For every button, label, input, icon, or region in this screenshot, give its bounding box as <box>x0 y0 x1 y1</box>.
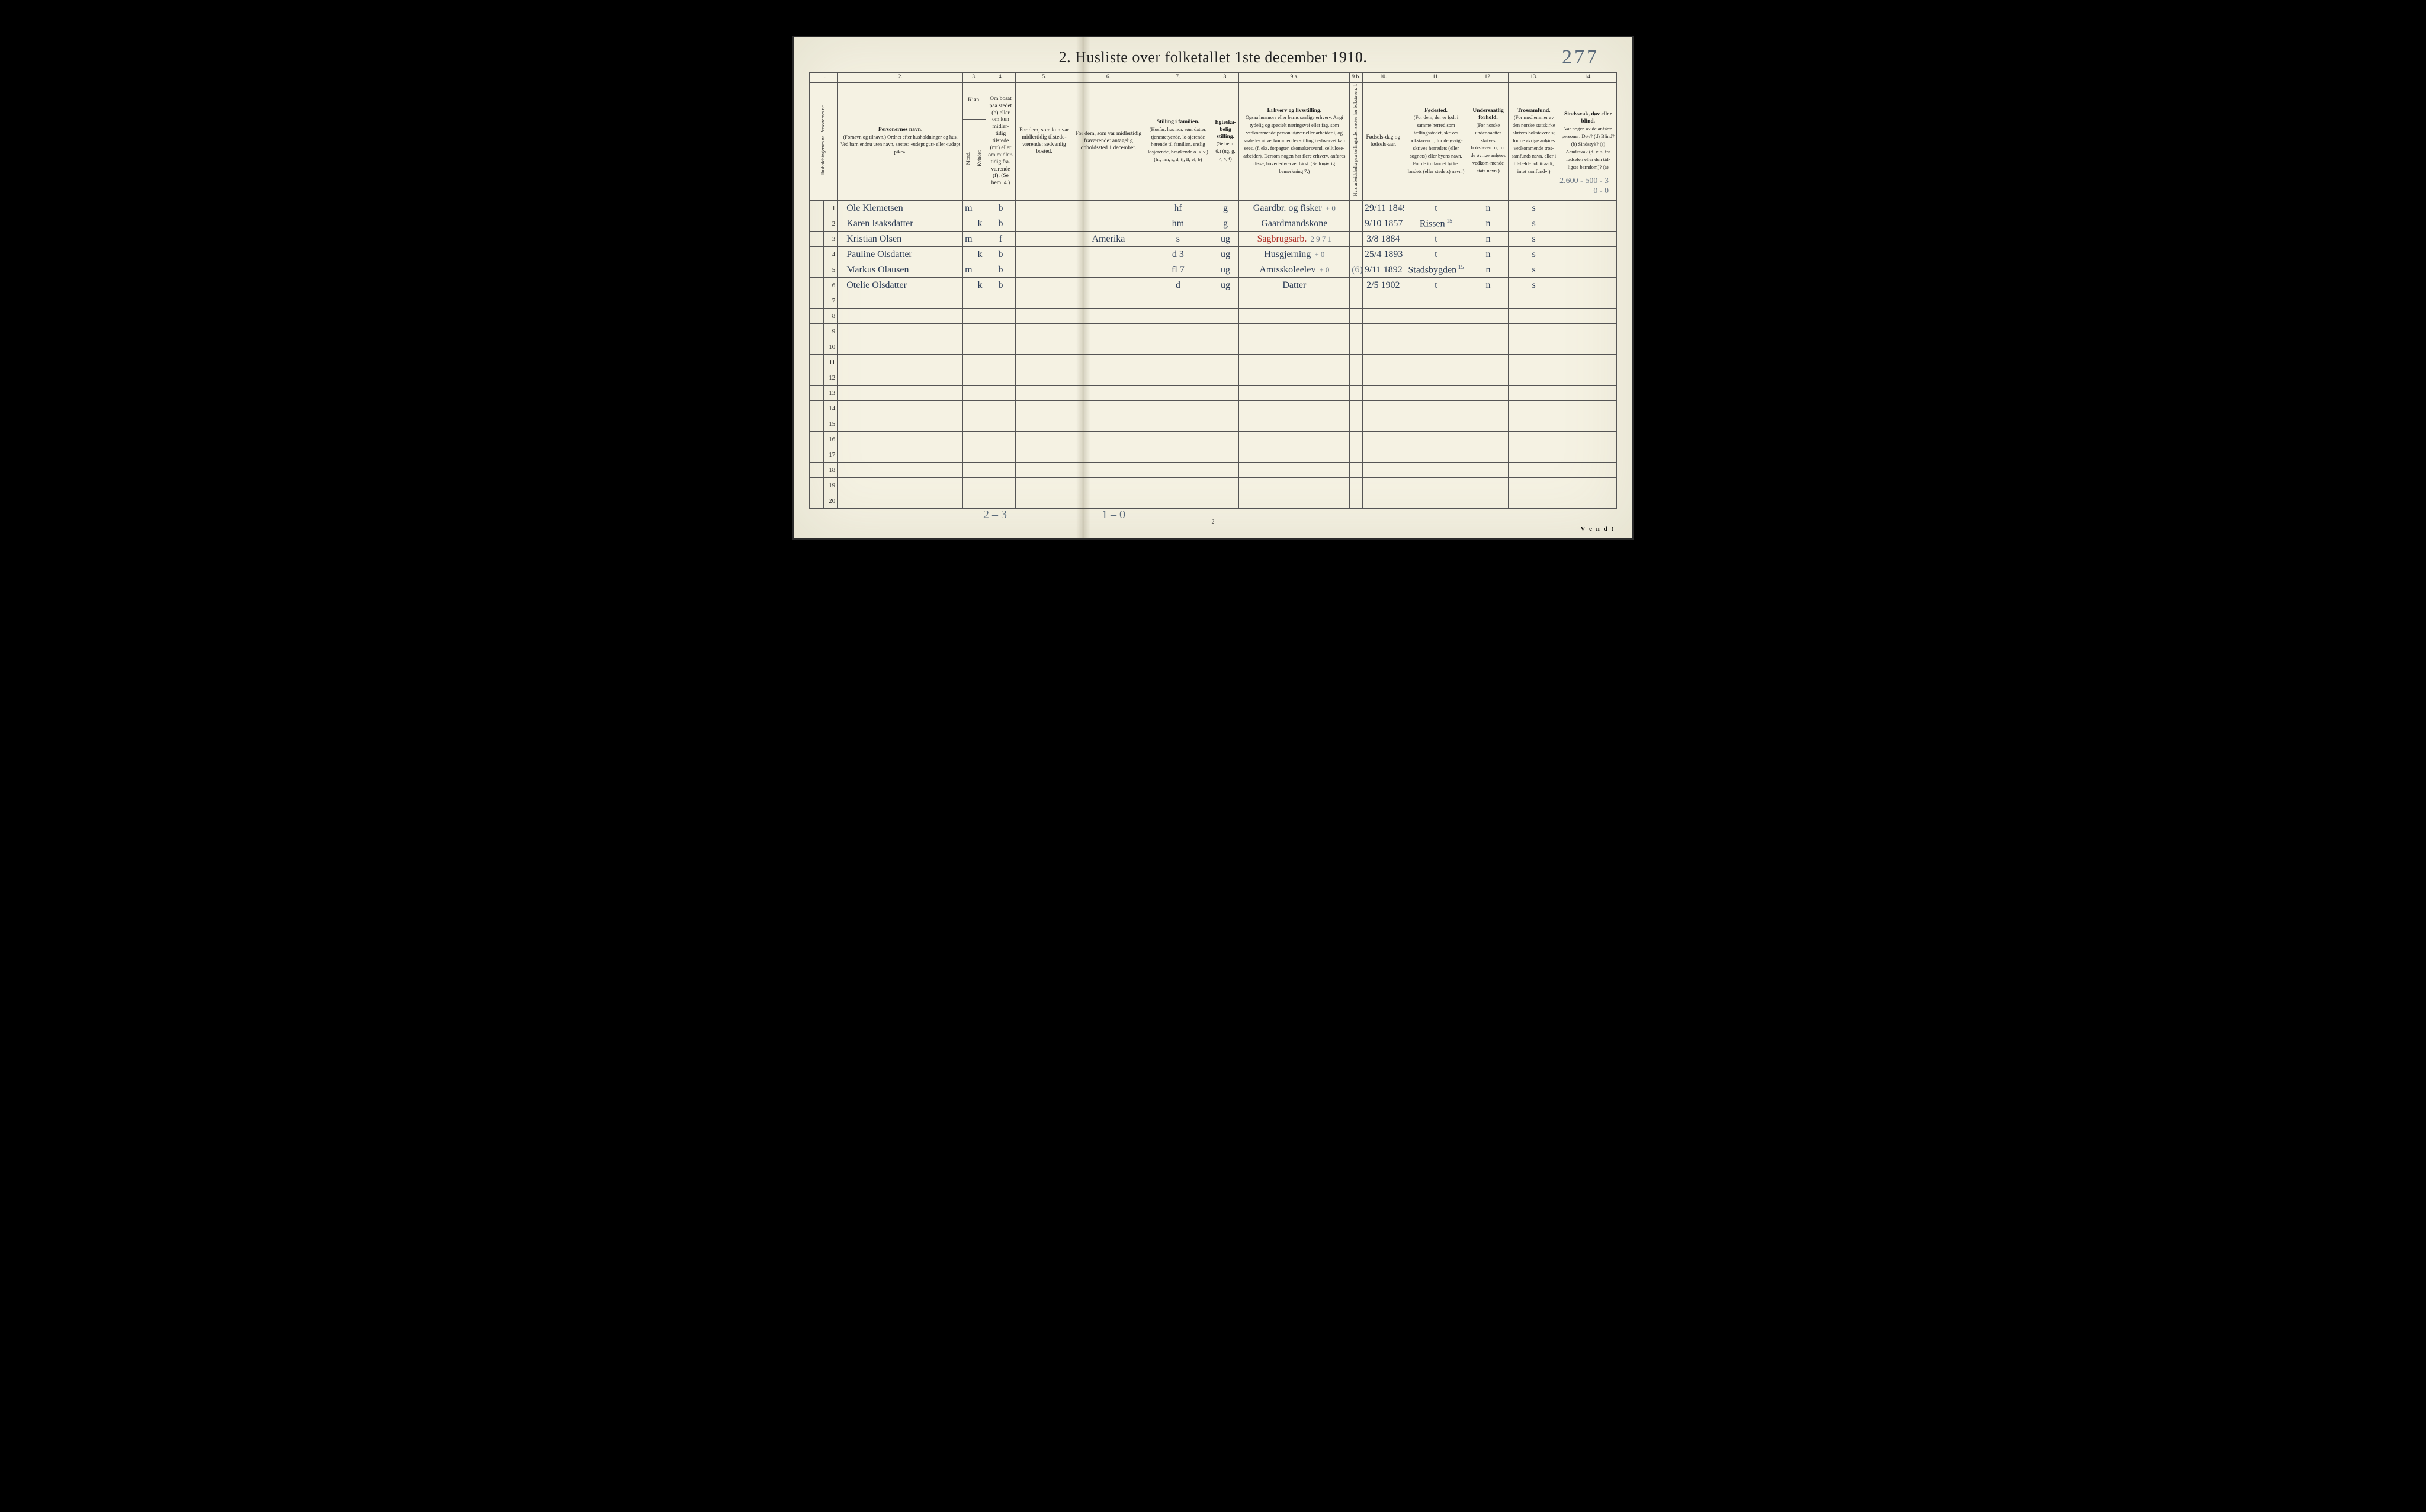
table-row: 14 <box>810 401 1617 416</box>
col-1-head: Husholdningernes nr. Personernes nr. <box>810 82 838 200</box>
table-row: 16 <box>810 432 1617 447</box>
colnum-11: 11. <box>1404 73 1468 83</box>
col-7-head: Stilling i familien. (Husfar, husmor, sø… <box>1144 82 1212 200</box>
col-9b-head: Hvis arbeidsledig paa tællingstiden sætt… <box>1350 82 1363 200</box>
colnum-6: 6. <box>1073 73 1144 83</box>
colnum-14: 14. <box>1559 73 1617 83</box>
col-3k-head: Kvinder. <box>974 119 986 201</box>
title-text: 2. Husliste over folketallet 1ste decemb… <box>1059 49 1368 66</box>
colnum-3: 3. <box>963 73 986 83</box>
margin-note-1: 2.600 - 500 - 3 <box>1559 176 1609 187</box>
header-row-numbers: 1. 2. 3. 4. 5. 6. 7. 8. 9 a. 9 b. 10. 11… <box>810 73 1617 83</box>
margin-pencil-notes: 2.600 - 500 - 3 0 - 0 <box>1559 176 1609 197</box>
col-4-head: Om bosat paa stedet (b) eller om kun mid… <box>986 82 1016 200</box>
printed-page-number: 2 <box>1212 519 1215 525</box>
colnum-13: 13. <box>1508 73 1559 83</box>
colnum-12: 12. <box>1468 73 1508 83</box>
table-row: 12 <box>810 370 1617 386</box>
table-row: 17 <box>810 447 1617 463</box>
table-header: 1. 2. 3. 4. 5. 6. 7. 8. 9 a. 9 b. 10. 11… <box>810 73 1617 201</box>
page-title: 2. Husliste over folketallet 1ste decemb… <box>809 49 1617 66</box>
colnum-5: 5. <box>1016 73 1073 83</box>
table-row: 11 <box>810 355 1617 370</box>
col-11-head: Fødested. (For dem, der er født i samme … <box>1404 82 1468 200</box>
colnum-1: 1. <box>810 73 838 83</box>
table-row: 1Ole KlemetsenmbhfgGaardbr. og fisker+ 0… <box>810 201 1617 216</box>
table-row: 5Markus Olausenmbfl 7ugAmtsskoleelev+ 0(… <box>810 262 1617 278</box>
colnum-10: 10. <box>1362 73 1404 83</box>
col-13-head: Trossamfund. (For medlemmer av den norsk… <box>1508 82 1559 200</box>
table-row: 19 <box>810 478 1617 493</box>
col-8-head: Egteska-belig stilling. (Se bem. 6.) (ug… <box>1212 82 1239 200</box>
col-3m-head: Mænd. <box>963 119 974 201</box>
table-row: 9 <box>810 324 1617 339</box>
handwritten-page-number: 277 <box>1562 46 1599 69</box>
colnum-4: 4. <box>986 73 1016 83</box>
table-row: 6Otelie OlsdatterkbdugDatter2/5 1902tns <box>810 278 1617 293</box>
colnum-8: 8. <box>1212 73 1239 83</box>
colnum-9b: 9 b. <box>1350 73 1363 83</box>
header-row-labels: Husholdningernes nr. Personernes nr. Per… <box>810 82 1617 119</box>
col-10-head: Fødsels-dag og fødsels-aar. <box>1362 82 1404 200</box>
margin-note-2: 0 - 0 <box>1559 187 1609 197</box>
table-row: 15 <box>810 416 1617 432</box>
col-9a-head: Erhverv og livsstilling. Ogsaa husmors e… <box>1239 82 1350 200</box>
table-row: 13 <box>810 386 1617 401</box>
vend-instruction: V e n d ! <box>1580 525 1615 532</box>
census-table: 1. 2. 3. 4. 5. 6. 7. 8. 9 a. 9 b. 10. 11… <box>809 72 1617 509</box>
table-row: 18 <box>810 463 1617 478</box>
col-12-head: Undersaatlig forhold. (For norske under-… <box>1468 82 1508 200</box>
table-row: 20 <box>810 493 1617 509</box>
table-row: 7 <box>810 293 1617 309</box>
table-row: 8 <box>810 309 1617 324</box>
col-3-head: Kjøn. <box>963 82 986 119</box>
colnum-9a: 9 a. <box>1239 73 1350 83</box>
footer-pencil-2: 1 – 0 <box>1102 508 1125 522</box>
col-6-head: For dem, som var midlertidig fraværende:… <box>1073 82 1144 200</box>
col-2-head: Personernes navn. (Fornavn og tilnavn.) … <box>838 82 963 200</box>
table-body: 1Ole KlemetsenmbhfgGaardbr. og fisker+ 0… <box>810 201 1617 509</box>
col-5-head: For dem, som kun var midlertidig tilsted… <box>1016 82 1073 200</box>
footer-pencil-1: 2 – 3 <box>983 508 1007 522</box>
census-page: 2. Husliste over folketallet 1ste decemb… <box>792 36 1634 540</box>
colnum-7: 7. <box>1144 73 1212 83</box>
table-row: 3Kristian OlsenmfAmerikasugSagbrugsarb.2… <box>810 232 1617 247</box>
table-row: 10 <box>810 339 1617 355</box>
table-row: 2Karen IsaksdatterkbhmgGaardmandskone9/1… <box>810 216 1617 232</box>
table-row: 4Pauline Olsdatterkbd 3ugHusgjerning+ 02… <box>810 247 1617 262</box>
colnum-2: 2. <box>838 73 963 83</box>
